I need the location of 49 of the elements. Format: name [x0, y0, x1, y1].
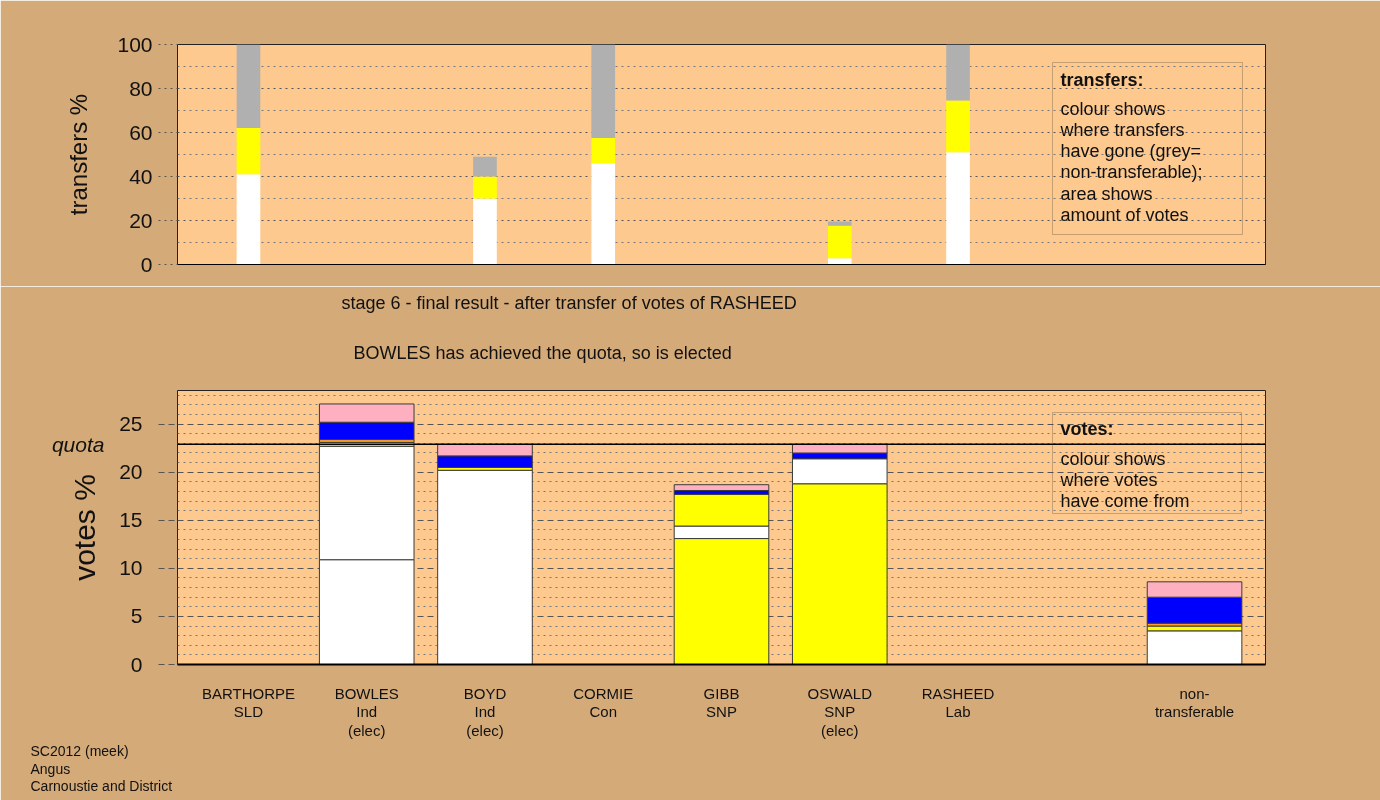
y-tick-label: 25	[119, 412, 143, 436]
y-tick-label: 0	[130, 652, 143, 676]
y-tick-label: 20	[119, 460, 143, 484]
bar	[827, 225, 852, 259]
y-tick-label: 10	[119, 556, 143, 580]
ref-line-label: quota	[51, 432, 105, 456]
annotation: votes:	[1060, 418, 1114, 439]
annotation: colour shows where transfers have gone (grey= non-transferable);	[1059, 98, 1203, 182]
bar	[473, 198, 497, 265]
x-tick-label: OSWALD SNP (elec)	[807, 684, 873, 739]
x-tick-label: RASHEED Lab	[921, 684, 995, 721]
y-axis-title: votes %	[67, 474, 101, 581]
bar	[946, 100, 970, 153]
bar	[827, 258, 852, 265]
x-tick-label: CORMIE Con	[573, 684, 634, 721]
x-tick-label: BARTHORPE SLD	[201, 684, 295, 721]
annotation: colour shows where votes have come from	[1059, 448, 1190, 511]
x-tick-label: BOWLES Ind (elec)	[334, 684, 399, 739]
y-tick-label: 80	[129, 76, 153, 100]
bar	[827, 221, 852, 226]
y-tick-label: 15	[119, 508, 143, 532]
bar	[236, 128, 261, 175]
chart-subtitle: BOWLES has achieved the quota, so is elected	[353, 342, 732, 363]
bar	[673, 484, 770, 491]
bar	[236, 174, 261, 265]
text: SC2012 (meek) Angus Carnoustie and District	[30, 743, 173, 795]
y-tick-label: 40	[129, 164, 153, 188]
x-tick-label: non- transferable	[1154, 684, 1235, 721]
bar	[437, 469, 533, 665]
annotation: transfers:	[1060, 69, 1144, 90]
y-tick-label: 5	[130, 604, 143, 628]
bar	[473, 176, 497, 199]
y-axis-title: transfers %	[65, 93, 93, 216]
bar	[946, 44, 970, 101]
bar	[946, 152, 970, 265]
bar	[591, 44, 616, 138]
y-tick-label: 0	[140, 252, 153, 276]
bar	[591, 138, 616, 164]
x-tick-label: BOYD Ind (elec)	[463, 684, 507, 739]
bar	[591, 163, 616, 265]
chart-title: stage 6 - final result - after transfer of votes of RASHEED	[341, 292, 797, 313]
y-tick-label: 100	[117, 32, 153, 56]
bar	[236, 44, 261, 129]
y-tick-label: 20	[129, 208, 153, 232]
y-tick-label: 60	[129, 120, 153, 144]
bar	[473, 156, 497, 177]
annotation: area shows amount of votes	[1060, 183, 1189, 225]
x-tick-label: GIBB SNP	[703, 684, 740, 721]
bar	[1146, 630, 1243, 665]
